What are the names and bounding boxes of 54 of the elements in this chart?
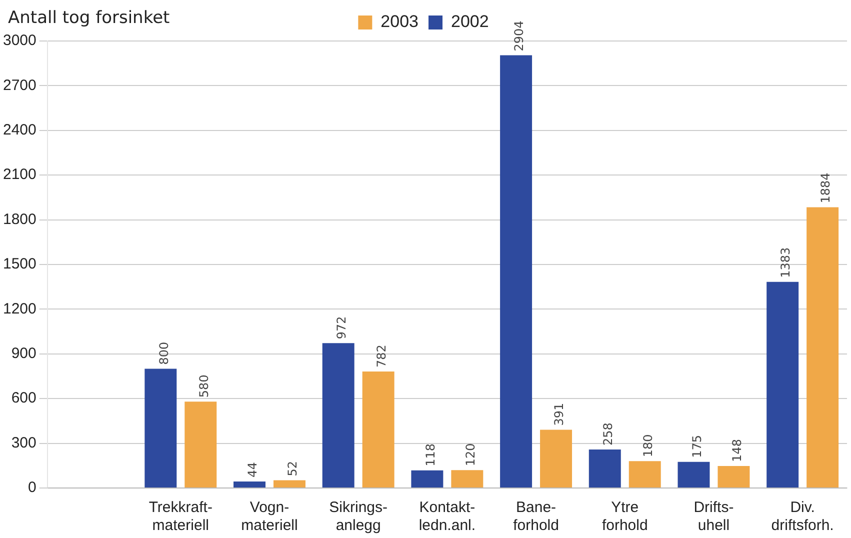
bar: [273, 480, 306, 488]
data-label: 118: [423, 444, 438, 466]
y-tick-label: 600: [11, 390, 36, 407]
y-tick-label: 300: [11, 434, 36, 452]
data-label: 120: [463, 443, 478, 466]
y-tick-label: 2400: [2, 122, 36, 139]
bar: [234, 481, 266, 488]
bar: [766, 282, 799, 488]
bar: [362, 371, 394, 488]
bar: [144, 368, 177, 488]
x-tick-label: Div. driftsforh.: [771, 499, 834, 534]
data-label: 972: [334, 316, 348, 340]
y-tick-label: 1500: [2, 256, 36, 273]
x-tick-label: Ytre forhold: [602, 499, 648, 534]
y-tick-label: 2100: [2, 166, 36, 184]
data-label: 258: [601, 422, 616, 446]
bar: [322, 343, 354, 488]
bar: [588, 450, 621, 488]
x-tick-label: Vogn- materiell: [241, 499, 298, 534]
x-tick-label: Sikrings- anlegg: [329, 499, 388, 534]
data-label: 1383: [778, 247, 793, 278]
data-label: 175: [690, 435, 704, 458]
data-label: 782: [374, 344, 388, 368]
bar: [628, 461, 661, 488]
data-label: 2904: [512, 20, 526, 52]
bar: [540, 430, 572, 488]
y-tick-label: 0: [28, 479, 36, 496]
x-tick-label: Trekkraft- materiell: [148, 499, 212, 534]
x-tick-label: Drifts- uhell: [694, 499, 734, 534]
y-axis-title: Antall tog forsinket: [8, 8, 170, 28]
data-label: 800: [156, 342, 171, 365]
data-label: 180: [640, 434, 655, 458]
data-label: 44: [246, 462, 260, 478]
bar: [451, 470, 484, 488]
data-label: 52: [286, 460, 300, 476]
y-tick-label: 2700: [2, 76, 36, 94]
data-label: 580: [196, 374, 211, 398]
y-tick-label: 1800: [2, 210, 36, 228]
data-label: 148: [730, 439, 744, 462]
data-label: 391: [552, 402, 566, 426]
y-tick-label: 3000: [2, 32, 36, 50]
bar: [806, 207, 839, 488]
x-tick-label: Kontakt- ledn.anl.: [418, 499, 476, 534]
bar: [184, 402, 217, 488]
bar: [411, 470, 444, 488]
bar: [718, 466, 750, 488]
legend-label: 2002: [451, 12, 489, 32]
bar: [678, 462, 710, 488]
legend-label: 2003: [380, 12, 419, 32]
x-tick-label: Bane- forhold: [513, 499, 559, 534]
y-tick-label: 1200: [2, 300, 36, 318]
y-tick-label: 900: [11, 345, 36, 362]
data-label: 1884: [818, 172, 833, 204]
bar: [500, 55, 532, 488]
